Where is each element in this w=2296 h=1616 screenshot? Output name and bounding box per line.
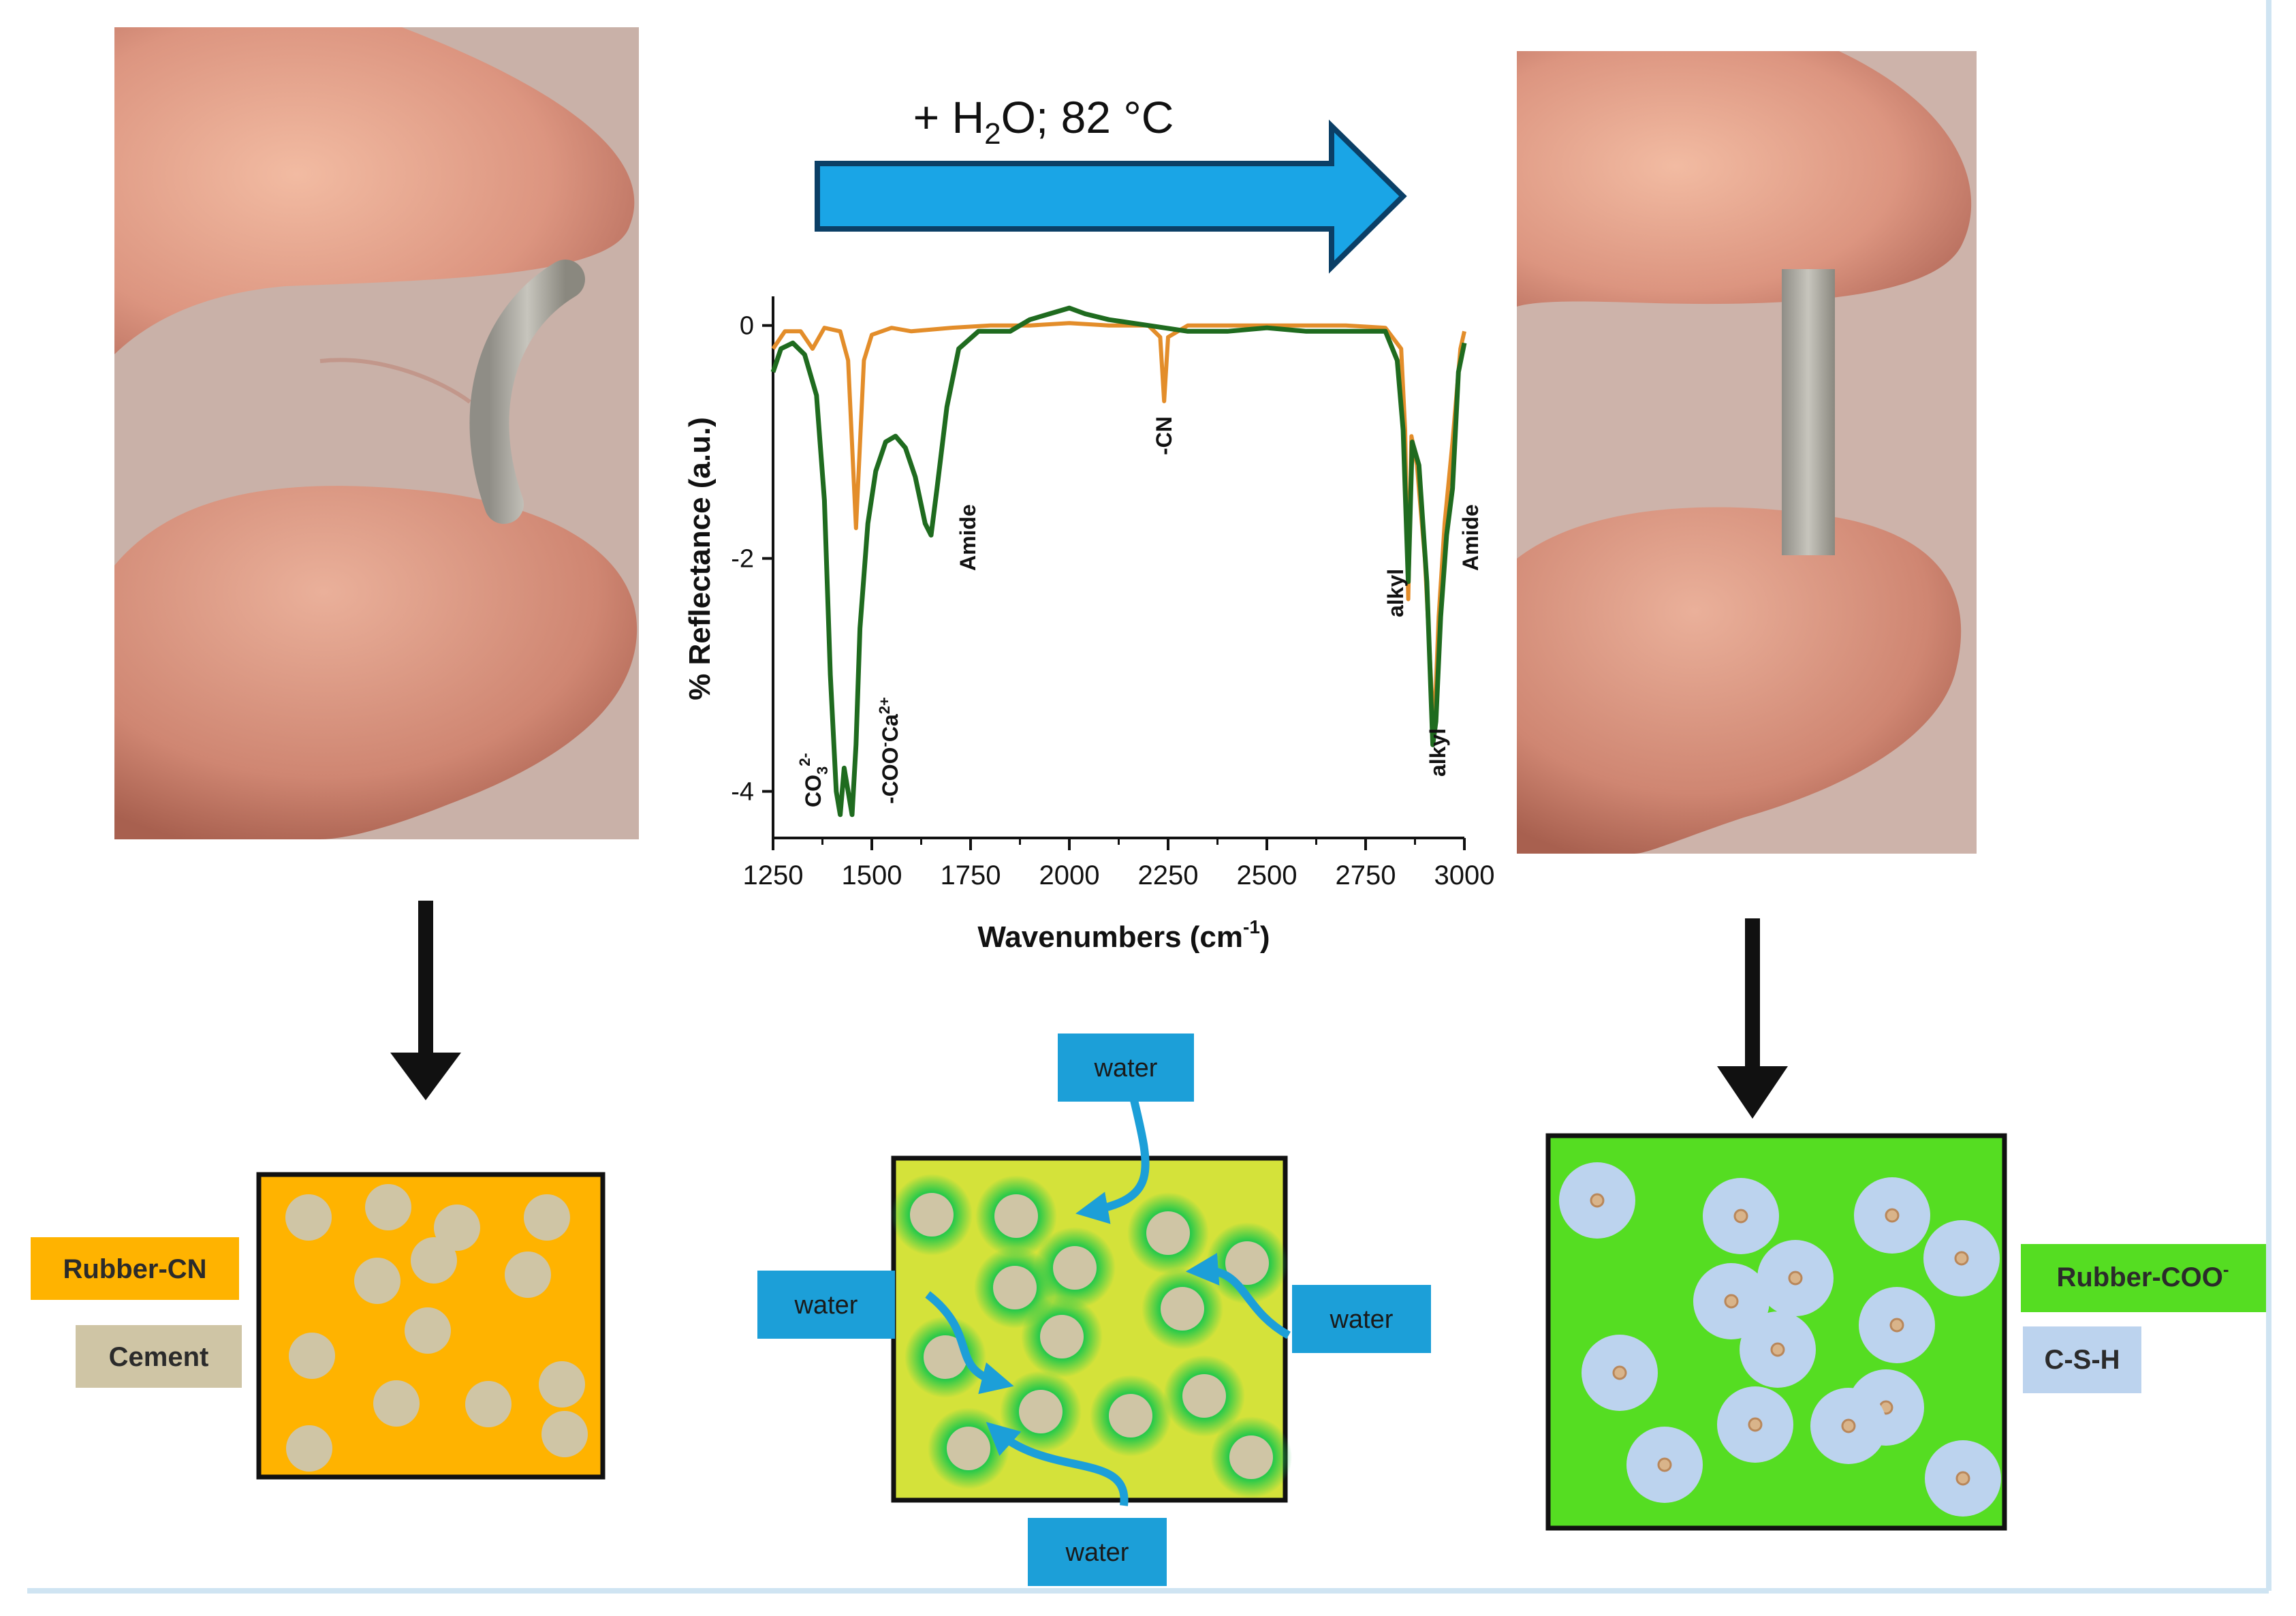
cement-particle-reacting (1019, 1390, 1063, 1433)
svg-text:Cement: Cement (109, 1342, 209, 1372)
x-tick-label: 2000 (1039, 860, 1100, 890)
svg-text:water: water (1065, 1538, 1129, 1567)
photo-after-straight-rod (1517, 51, 1977, 854)
cement-particles (285, 1184, 588, 1472)
cement-core (1954, 1251, 1969, 1266)
cement-core (1733, 1209, 1748, 1224)
cement-particle-reacting (910, 1193, 954, 1237)
cement-particle-reacting (1161, 1287, 1204, 1331)
cement-particle-reacting (1182, 1374, 1226, 1418)
cement-core (1770, 1342, 1785, 1357)
x-tick-label: 3000 (1434, 860, 1495, 890)
cement-core (1724, 1294, 1739, 1309)
reacting-cement-particles (891, 1174, 1292, 1498)
schematic-middle (891, 1099, 1292, 1506)
cement-particle-reacting (1053, 1246, 1097, 1290)
water-label-bottom: water (1028, 1518, 1167, 1586)
water-flow-arrow-left (925, 1291, 1014, 1395)
chart-axes: 1250 1500 1750 2000 2250 2500 2750 3000 0 -2 -4 (731, 296, 1494, 890)
water-flow-arrow-right (1185, 1253, 1291, 1339)
y-tick-label: -2 (731, 545, 754, 574)
cement-particle (354, 1258, 400, 1304)
svg-text:water: water (794, 1291, 858, 1320)
reaction-conditions: + H2O; 82 °C (913, 92, 1174, 151)
x-tick-label: 2500 (1237, 860, 1298, 890)
series-line-before (771, 321, 1466, 718)
svg-text:water: water (1330, 1305, 1394, 1334)
cement-particle-reacting (1225, 1241, 1269, 1285)
x-tick-label: 2750 (1336, 860, 1396, 890)
cement-core (1657, 1457, 1672, 1472)
cement-core (1748, 1417, 1763, 1432)
annotation-alkyl-1: alkyl (1383, 569, 1408, 617)
photo-before-bent-rod (114, 27, 639, 839)
down-arrow-left (390, 901, 461, 1100)
cement-particle (465, 1381, 512, 1427)
chart-series (770, 305, 1467, 818)
annotation-co3: CO32- (796, 753, 831, 807)
cement-particle-reacting (924, 1335, 967, 1379)
cement-core (1889, 1318, 1904, 1333)
svg-text:Rubber-CN: Rubber-CN (63, 1254, 206, 1284)
annotation-amide-1: Amide (956, 504, 980, 571)
annotation-alkyl-2: alkyl (1426, 728, 1450, 777)
cement-particle (289, 1333, 335, 1379)
cement-particle (405, 1307, 451, 1354)
schematic-after (1545, 1133, 2007, 1531)
cement-particle (365, 1184, 411, 1230)
cement-core (1885, 1208, 1900, 1223)
x-axis-label: Wavenumbers (cm-1) (977, 916, 1270, 954)
legend-csh: C-S-H (2023, 1326, 2141, 1393)
annotation-cn: -CN (1152, 416, 1176, 455)
cement-core (1590, 1193, 1605, 1208)
legend-rubber-cn: Rubber-CN (31, 1237, 239, 1300)
cement-particle-reacting (1040, 1315, 1084, 1358)
cement-particle (505, 1252, 551, 1298)
y-tick-label: -4 (731, 778, 754, 807)
cement-particle-reacting (1229, 1435, 1273, 1479)
legend-cement: Cement (76, 1325, 242, 1388)
down-arrow-right (1717, 918, 1788, 1119)
cement-core (1788, 1271, 1803, 1286)
cement-particle (434, 1205, 480, 1251)
cement-particle (373, 1380, 420, 1427)
ir-spectrum-chart: 1250 1500 1750 2000 2250 2500 2750 3000 0 -2 -4 % … (683, 296, 1494, 954)
cement-particle-reacting (993, 1266, 1037, 1309)
reaction-arrow (815, 119, 1407, 274)
water-label-left: water (757, 1271, 895, 1339)
cement-core (1612, 1365, 1627, 1380)
svg-text:C-S-H: C-S-H (2044, 1345, 2120, 1375)
x-tick-label: 2250 (1138, 860, 1199, 890)
cement-particle (539, 1361, 585, 1408)
water-flow-arrow-bottom (986, 1422, 1129, 1506)
schematic-before (256, 1172, 606, 1480)
svg-text:water: water (1094, 1054, 1158, 1083)
cement-particle-reacting (994, 1194, 1038, 1238)
cement-core (1841, 1418, 1856, 1433)
water-flow-arrow-top (1075, 1099, 1150, 1224)
cement-particle (524, 1194, 570, 1241)
cement-particle (541, 1411, 588, 1457)
cement-particle-reacting (1109, 1394, 1152, 1438)
x-tick-label: 1250 (743, 860, 804, 890)
cement-particle (286, 1425, 332, 1472)
cement-particle (285, 1194, 332, 1241)
x-tick-label: 1500 (842, 860, 902, 890)
cement-core (1955, 1471, 1970, 1486)
water-label-right: water (1292, 1285, 1431, 1353)
annotation-coo-ca: -COO-Ca2+ (876, 697, 902, 804)
csh-particles (1559, 1162, 2001, 1517)
y-axis-label: % Reflectance (a.u.) (683, 417, 717, 700)
cement-particle-reacting (947, 1427, 990, 1470)
annotation-amide-2: Amide (1458, 504, 1483, 571)
x-tick-label: 1750 (941, 860, 1001, 890)
water-label-top: water (1058, 1034, 1194, 1102)
series-line-after (770, 305, 1467, 818)
svg-text:Rubber-COO-: Rubber-COO- (2056, 1259, 2229, 1292)
cement-particle (411, 1237, 457, 1284)
cement-particle-reacting (1146, 1211, 1190, 1255)
y-tick-label: 0 (740, 312, 754, 341)
legend-rubber-coo: Rubber-COO- (2021, 1244, 2267, 1312)
